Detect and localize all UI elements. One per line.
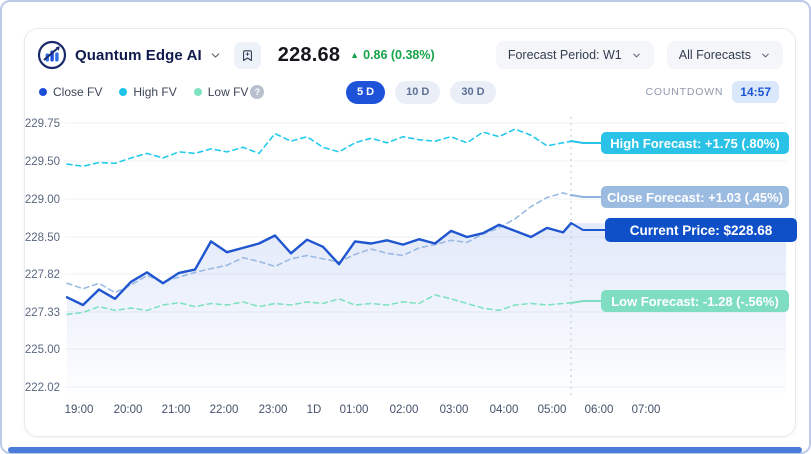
legend-item-low-fv[interactable]: Low FV [193, 85, 249, 99]
y-axis-label: 229.75 [25, 118, 60, 130]
price-change-text: 0.86 (0.38%) [363, 48, 435, 62]
x-axis-label: 07:00 [632, 404, 661, 416]
price-change: ▲ 0.86 (0.38%) [350, 48, 435, 62]
x-axis-label: 03:00 [440, 404, 469, 416]
quantum-edge-logo-icon [37, 40, 67, 70]
range-pill-5d[interactable]: 5 D [346, 80, 386, 104]
y-axis-label: 227.82 [25, 269, 60, 281]
legend-label: Close FV [53, 85, 103, 99]
close-forecast-label: Close Forecast: +1.03 (.45%) [601, 186, 789, 208]
legend-dot [39, 88, 47, 96]
chevron-down-icon [211, 52, 220, 58]
countdown: COUNTDOWN 14:57 [646, 81, 779, 103]
close-area-fill [67, 223, 786, 393]
x-axis-label: 04:00 [490, 404, 519, 416]
high-forecast-connector [570, 140, 602, 144]
all-forecasts-label: All Forecasts [678, 48, 751, 62]
forecast-period-label: Forecast Period: W1 [507, 48, 622, 62]
y-axis-label: 229.00 [25, 194, 60, 206]
current-price-label: Current Price: $228.68 [605, 218, 797, 242]
current-price-connector [570, 222, 606, 231]
forecast-card: Quantum Edge AI 228.68 ▲ 0.86 (0.38%) Fo… [24, 28, 797, 437]
low-forecast-connector [570, 300, 602, 304]
series-close-fv [66, 192, 572, 294]
bookmark-button[interactable] [233, 41, 261, 69]
y-axis-label: 228.50 [25, 232, 60, 244]
help-icon[interactable]: ? [250, 85, 265, 99]
x-axis-label: 23:00 [259, 404, 288, 416]
bottom-accent-bar [8, 447, 802, 453]
series-high-fv [66, 128, 572, 168]
close-forecast-connector [570, 194, 602, 198]
series-close [65, 222, 573, 307]
legend-dot [193, 88, 202, 96]
x-axis-label: 01:00 [340, 404, 369, 416]
x-axis-label: 1D [307, 404, 322, 416]
chevron-down-icon [632, 53, 640, 57]
up-triangle-icon: ▲ [350, 49, 360, 60]
series-low-fv [66, 294, 572, 316]
high-forecast-label: High Forecast: +1.75 (.80%) [601, 132, 789, 154]
legend-item-close-fv[interactable]: Close FV [39, 85, 102, 99]
legend-dot [119, 88, 128, 96]
title-dropdown[interactable] [209, 49, 222, 62]
toolbar: Close FV High FV Low FV ? 5 D 10 D 30 D COUN… [25, 79, 795, 105]
chart-legend: Close FV High FV Low FV [39, 85, 248, 99]
low-forecast-label: Low Forecast: -1.28 (-.56%) [601, 290, 789, 312]
legend-item-high-fv[interactable]: High FV [119, 85, 177, 99]
range-selector: 5 D 10 D 30 D [346, 79, 496, 105]
chart-canvas: 229.75 229.50 229.00 228.50 227.82 227.33 225.… [25, 117, 786, 416]
y-axis-label: 227.33 [25, 307, 60, 319]
legend-label: Low FV [207, 85, 249, 99]
countdown-label: COUNTDOWN [645, 86, 724, 98]
x-axis-label: 05:00 [538, 404, 567, 416]
range-pill-10d[interactable]: 10 D [395, 80, 441, 104]
forecast-period-select[interactable]: Forecast Period: W1 [495, 41, 654, 69]
x-axis-label: 19:00 [65, 404, 94, 416]
bookmark-plus-icon [242, 49, 252, 61]
all-forecasts-select[interactable]: All Forecasts [666, 41, 783, 69]
y-axis-label: 222.02 [25, 382, 60, 394]
header: Quantum Edge AI 228.68 ▲ 0.86 (0.38%) Fo… [25, 37, 795, 73]
y-axis-label: 229.50 [25, 156, 60, 168]
current-price-value: 228.68 [277, 43, 341, 66]
x-axis-label: 06:00 [585, 404, 614, 416]
legend-label: High FV [133, 85, 177, 99]
x-axis-label: 22:00 [210, 404, 239, 416]
countdown-value: 14:57 [732, 81, 779, 103]
page-title: Quantum Edge AI [75, 46, 202, 64]
x-axis-label: 21:00 [162, 404, 191, 416]
x-axis-label: 02:00 [390, 404, 419, 416]
range-pill-30d[interactable]: 30 D [450, 80, 496, 104]
y-axis-label: 225.00 [25, 344, 60, 356]
forecast-chart: 229.75 229.50 229.00 228.50 227.82 227.33 225.… [25, 109, 797, 431]
x-axis-label: 20:00 [114, 404, 143, 416]
chevron-down-icon [762, 53, 769, 57]
